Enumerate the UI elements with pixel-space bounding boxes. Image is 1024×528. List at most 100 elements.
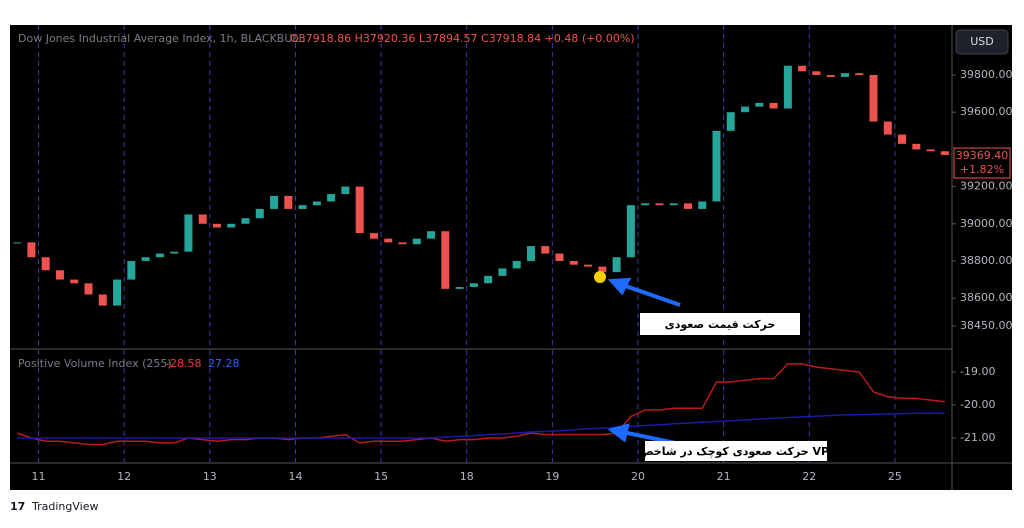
- y-tick-label: 39000.00: [960, 217, 1013, 230]
- candle: [769, 102, 778, 109]
- marks: [13, 65, 949, 446]
- candle: [298, 205, 307, 209]
- candle: [41, 257, 50, 271]
- indicator-value: -28.58: [166, 357, 201, 370]
- candle: [98, 294, 107, 306]
- candle: [270, 195, 279, 209]
- y-tick-label: 39800.00: [960, 68, 1013, 81]
- candle: [455, 287, 464, 289]
- indicator-title: Positive Volume Index (255): [18, 357, 172, 370]
- candle: [341, 186, 350, 195]
- footer: TradingView: [31, 500, 98, 513]
- x-tick-label: 22: [802, 470, 816, 483]
- annotation: حرکت صعودی کوچک در شاخص VPI: [639, 445, 833, 458]
- candle: [355, 186, 364, 234]
- candle: [255, 208, 264, 219]
- candle: [569, 260, 578, 265]
- candle: [612, 257, 621, 273]
- candle: [113, 279, 122, 306]
- candle: [940, 151, 949, 155]
- arrow: [607, 277, 681, 307]
- y-tick-label: -20.00: [960, 398, 995, 411]
- x-tick-label: 13: [203, 470, 217, 483]
- y-tick-label: -19.00: [960, 365, 995, 378]
- candle: [241, 218, 250, 224]
- annotation-box: [640, 313, 800, 335]
- candle: [55, 270, 64, 280]
- candle: [883, 121, 892, 135]
- candle: [412, 238, 421, 245]
- candle: [469, 283, 478, 288]
- candle: [327, 194, 336, 202]
- candle: [741, 106, 750, 113]
- logo: 17: [10, 500, 25, 513]
- y-tick-label: 38450.00: [960, 319, 1013, 332]
- candle: [855, 73, 864, 76]
- y-tick-label: 39200.00: [960, 180, 1013, 193]
- candle: [27, 242, 36, 258]
- currency-button[interactable]: [955, 29, 1009, 55]
- candle: [284, 195, 293, 209]
- x-tick-label: 18: [460, 470, 474, 483]
- x-tick-label: 21: [717, 470, 731, 483]
- price-change: +1.82%: [960, 163, 1004, 176]
- candle: [840, 73, 849, 77]
- highlight-dot: [594, 271, 606, 283]
- candle: [184, 214, 193, 252]
- candle: [512, 260, 521, 269]
- candle: [484, 275, 493, 284]
- y-tick-label: 38800.00: [960, 254, 1013, 267]
- candle: [783, 65, 792, 109]
- candle: [626, 205, 635, 258]
- indicator-value: 27.28: [208, 357, 240, 370]
- candle: [70, 279, 79, 284]
- candle: [926, 149, 935, 152]
- candle: [698, 201, 707, 209]
- candle: [13, 242, 22, 244]
- candle: [155, 253, 164, 258]
- candle: [584, 264, 593, 267]
- candle: [912, 143, 921, 150]
- candle: [712, 130, 721, 202]
- last-price: 39369.40: [956, 149, 1009, 162]
- candle: [427, 231, 436, 239]
- candle: [84, 283, 93, 295]
- currency[interactable]: USD: [970, 35, 994, 48]
- symbol-title: Dow Jones Industrial Average Index, 1h, …: [18, 32, 306, 45]
- candle: [898, 134, 907, 144]
- candle: [755, 102, 764, 107]
- indicator-line: [17, 412, 945, 439]
- indicator-line: [16, 363, 945, 446]
- y-tick-label: 38600.00: [960, 291, 1013, 304]
- candle: [812, 71, 821, 76]
- candle: [441, 231, 450, 289]
- ohlc: O37918.86 H37920.36 L37894.57 C37918.84 …: [290, 32, 635, 45]
- candle: [641, 203, 650, 206]
- candle: [384, 238, 393, 243]
- candle: [526, 246, 535, 261]
- x-tick-label: 19: [545, 470, 559, 483]
- chart-background: [10, 25, 1012, 490]
- x-tick-label: 11: [32, 470, 46, 483]
- candle: [198, 214, 207, 224]
- candle: [369, 233, 378, 239]
- x-tick-label: 12: [117, 470, 131, 483]
- candle: [498, 268, 507, 276]
- candle: [683, 203, 692, 209]
- price-label-box: [953, 147, 1011, 179]
- x-tick-label: 25: [888, 470, 902, 483]
- candle: [669, 203, 678, 206]
- x-tick-label: 14: [288, 470, 302, 483]
- x-tick-label: 20: [631, 470, 645, 483]
- candle: [212, 223, 221, 228]
- candle: [726, 112, 735, 131]
- candle: [127, 260, 136, 280]
- y-tick-label: 39600.00: [960, 105, 1013, 118]
- candle: [541, 246, 550, 254]
- candle: [312, 201, 321, 206]
- candle: [170, 251, 179, 254]
- y-tick-label: -21.00: [960, 431, 995, 444]
- x-tick-label: 15: [374, 470, 388, 483]
- candle: [141, 257, 150, 261]
- candle: [869, 75, 878, 122]
